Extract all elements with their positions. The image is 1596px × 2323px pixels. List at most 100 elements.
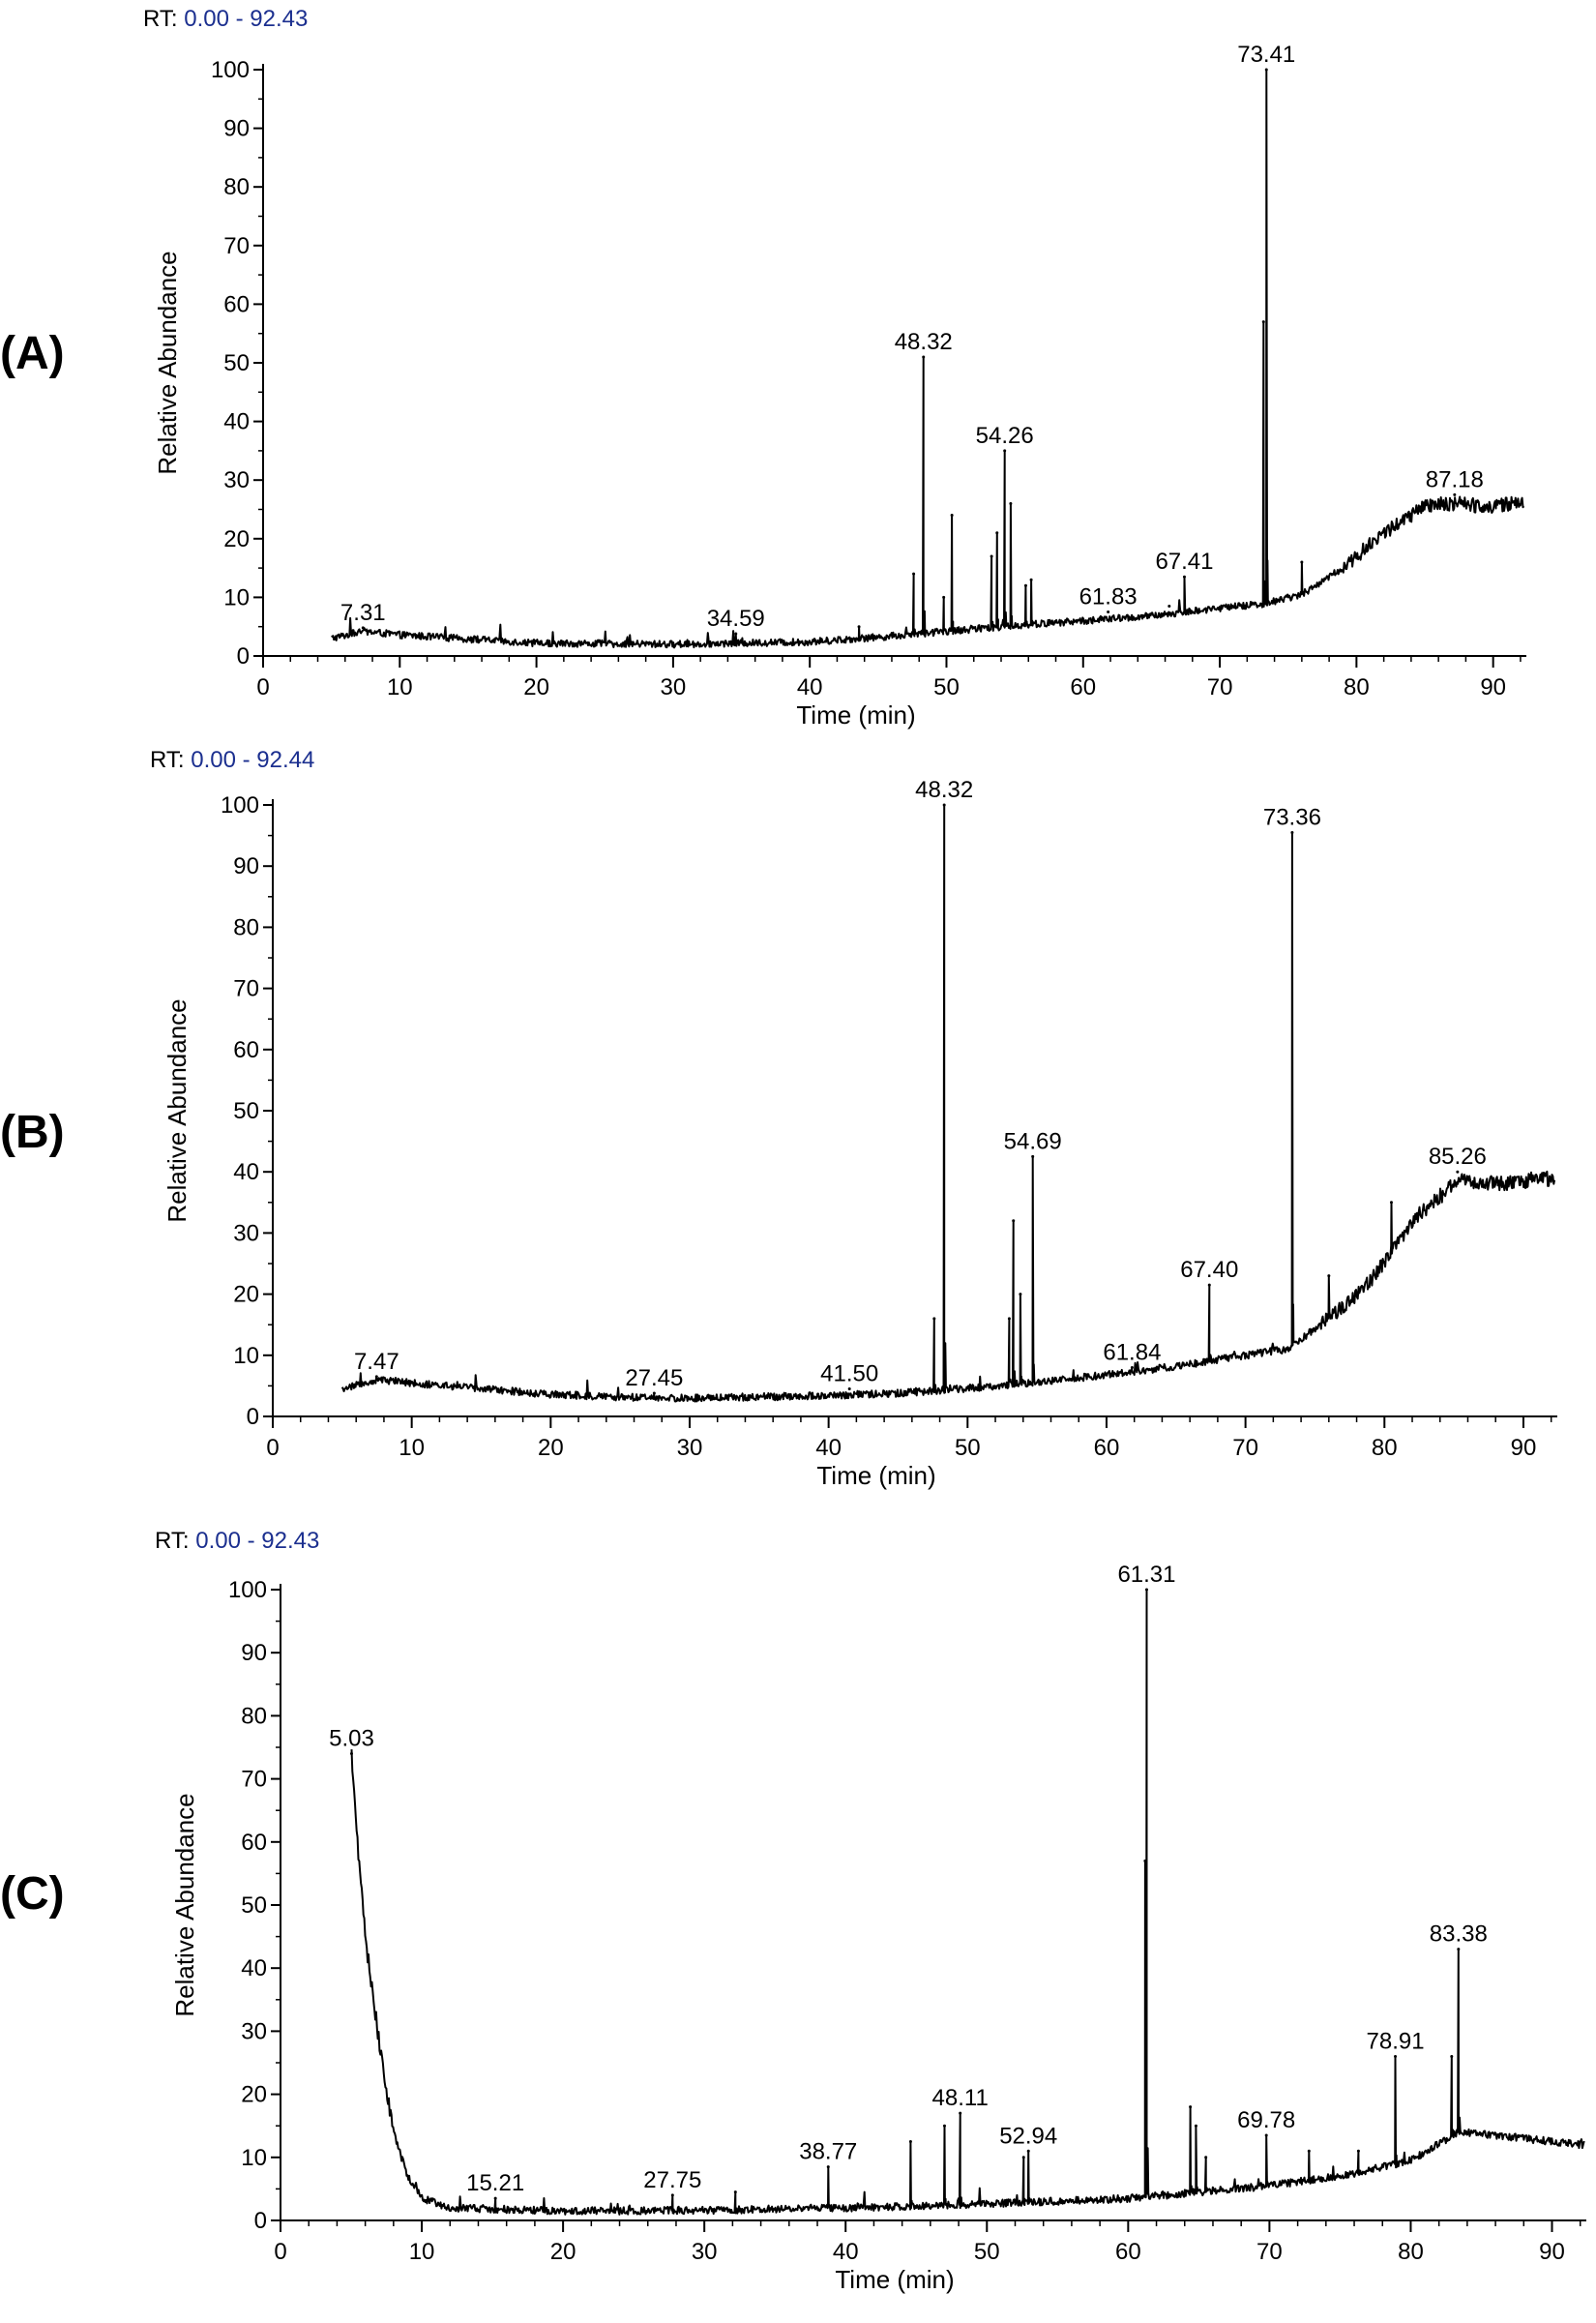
y-tick-label: 60 xyxy=(233,1037,259,1063)
chromatogram-chart-a: 0 10 20 30 40 50 60 70 80 90 100 0 10 20 30 40 50 60 70 80 9… xyxy=(153,42,1526,730)
rt-range-b: RT: 0.00 - 92.44 xyxy=(150,747,314,774)
x-tick-label: 90 xyxy=(1480,674,1506,700)
peak-point xyxy=(1021,2156,1025,2159)
x-tick-label: 0 xyxy=(266,1435,279,1461)
y-tick-label: 100 xyxy=(211,57,250,83)
x-tick-label: 60 xyxy=(1070,674,1096,700)
rt-range-a: RT: 0.00 - 92.43 xyxy=(143,6,308,33)
peak-point xyxy=(1356,2149,1360,2153)
x-tick-label: 50 xyxy=(933,674,960,700)
y-tick-label: 30 xyxy=(223,467,250,493)
peak-point xyxy=(1031,1154,1035,1158)
peak-label: 41.50 xyxy=(820,1361,878,1387)
x-tick-label: 50 xyxy=(955,1435,981,1461)
y-tick-label: 50 xyxy=(241,1892,267,1919)
y-tick-label: 90 xyxy=(241,1640,267,1666)
rt-label: RT: xyxy=(143,6,178,32)
peak-point xyxy=(1327,1274,1331,1278)
y-tick-label: 70 xyxy=(241,1767,267,1793)
peak-point xyxy=(1023,583,1027,587)
chromatogram-chart-c: 0 10 20 30 40 50 60 70 80 90 100 0 10 20 30 40 50 60 70 80 9… xyxy=(170,1562,1586,2294)
peak-label: 85.26 xyxy=(1429,1144,1487,1170)
peak-label: 67.41 xyxy=(1155,549,1213,575)
chromatogram-trace xyxy=(331,69,1525,649)
peak-point xyxy=(959,2111,962,2115)
panel-label-c: (C) xyxy=(0,1868,65,1920)
x-tick-label: 10 xyxy=(409,2239,435,2265)
peak-label: 87.18 xyxy=(1426,466,1484,492)
y-tick-label: 10 xyxy=(241,2145,267,2171)
peak-label: 5.03 xyxy=(329,1726,374,1752)
rt-label: RT: xyxy=(155,1528,190,1554)
peak-label: 67.40 xyxy=(1180,1257,1238,1283)
x-tick-label: 20 xyxy=(523,674,549,700)
y-tick-label: 50 xyxy=(223,350,250,376)
y-tick-label: 0 xyxy=(254,2208,267,2234)
peak-point xyxy=(1019,1293,1022,1296)
chromatogram-panel-a: (A) RT: 0.00 - 92.43 0 10 20 30 40 50 60 70 80 90… xyxy=(0,0,1596,755)
y-tick-label: 50 xyxy=(233,1098,259,1124)
y-axis-label: Relative Abundance xyxy=(163,998,192,1222)
y-tick-label: 30 xyxy=(241,2018,267,2044)
peak-point xyxy=(990,554,993,558)
x-tick-label: 30 xyxy=(661,674,687,700)
x-tick-label: 80 xyxy=(1372,1435,1398,1461)
peak-point xyxy=(995,531,999,535)
y-tick-label: 90 xyxy=(233,853,259,879)
peak-point xyxy=(361,626,365,630)
y-tick-label: 70 xyxy=(233,976,259,1002)
y-tick-label: 20 xyxy=(223,526,250,552)
peak-point xyxy=(826,2165,830,2169)
peak-point xyxy=(1143,1859,1147,1862)
peak-point xyxy=(857,625,861,629)
x-tick-label: 80 xyxy=(1398,2239,1424,2265)
peak-label: 61.83 xyxy=(1079,584,1138,611)
x-tick-label: 0 xyxy=(256,674,269,700)
x-tick-label: 30 xyxy=(677,1435,703,1461)
y-tick-label: 80 xyxy=(241,1703,267,1729)
peak-label: 61.84 xyxy=(1103,1339,1161,1365)
y-tick-label: 30 xyxy=(233,1220,259,1246)
peak-point xyxy=(1264,2133,1268,2137)
peak-point xyxy=(942,2124,946,2128)
y-tick-label: 60 xyxy=(241,1830,267,1856)
peak-point xyxy=(1450,2054,1454,2058)
peak-label: 52.94 xyxy=(999,2123,1057,2149)
peak-label: 48.11 xyxy=(932,2085,989,2111)
peak-point xyxy=(1029,578,1033,581)
chromatogram-panel-c: (C) RT: 0.00 - 92.43 0 10 20 30 40 50 60 70 80 90… xyxy=(0,1524,1596,2323)
peak-label: 7.47 xyxy=(354,1349,399,1375)
peak-point xyxy=(1394,2054,1398,2058)
peak-point xyxy=(1144,1588,1148,1592)
peak-label: 78.91 xyxy=(1367,2028,1425,2054)
peak-label: 69.78 xyxy=(1237,2107,1295,2133)
peak-label: 83.38 xyxy=(1430,1921,1488,1948)
y-tick-label: 40 xyxy=(241,1955,267,1981)
peak-point xyxy=(908,2140,912,2143)
peak-label: 54.26 xyxy=(976,423,1034,449)
y-tick-label: 0 xyxy=(237,643,250,670)
x-tick-label: 90 xyxy=(1539,2239,1565,2265)
panel-label-b: (B) xyxy=(0,1107,65,1158)
peak-point xyxy=(942,595,946,599)
x-tick-label: 70 xyxy=(1207,674,1233,700)
peak-point xyxy=(1182,575,1186,579)
peak-point xyxy=(942,803,946,807)
y-tick-label: 60 xyxy=(223,291,250,317)
y-tick-label: 20 xyxy=(241,2082,267,2108)
peak-point xyxy=(950,514,954,518)
peak-point xyxy=(1189,2105,1193,2109)
peak-point xyxy=(493,2196,497,2200)
peak-point xyxy=(1194,2124,1197,2128)
peak-label: 61.31 xyxy=(1117,1562,1175,1588)
peak-point xyxy=(374,1375,378,1379)
x-tick-label: 10 xyxy=(387,674,413,700)
x-tick-label: 60 xyxy=(1115,2239,1141,2265)
peak-point xyxy=(1167,604,1171,608)
peak-label: 48.32 xyxy=(895,329,953,355)
peak-point xyxy=(349,1752,353,1756)
x-tick-label: 70 xyxy=(1232,1435,1258,1461)
peak-label: 34.59 xyxy=(707,606,765,632)
x-tick-label: 0 xyxy=(274,2239,286,2265)
peak-label: 15.21 xyxy=(466,2170,524,2196)
